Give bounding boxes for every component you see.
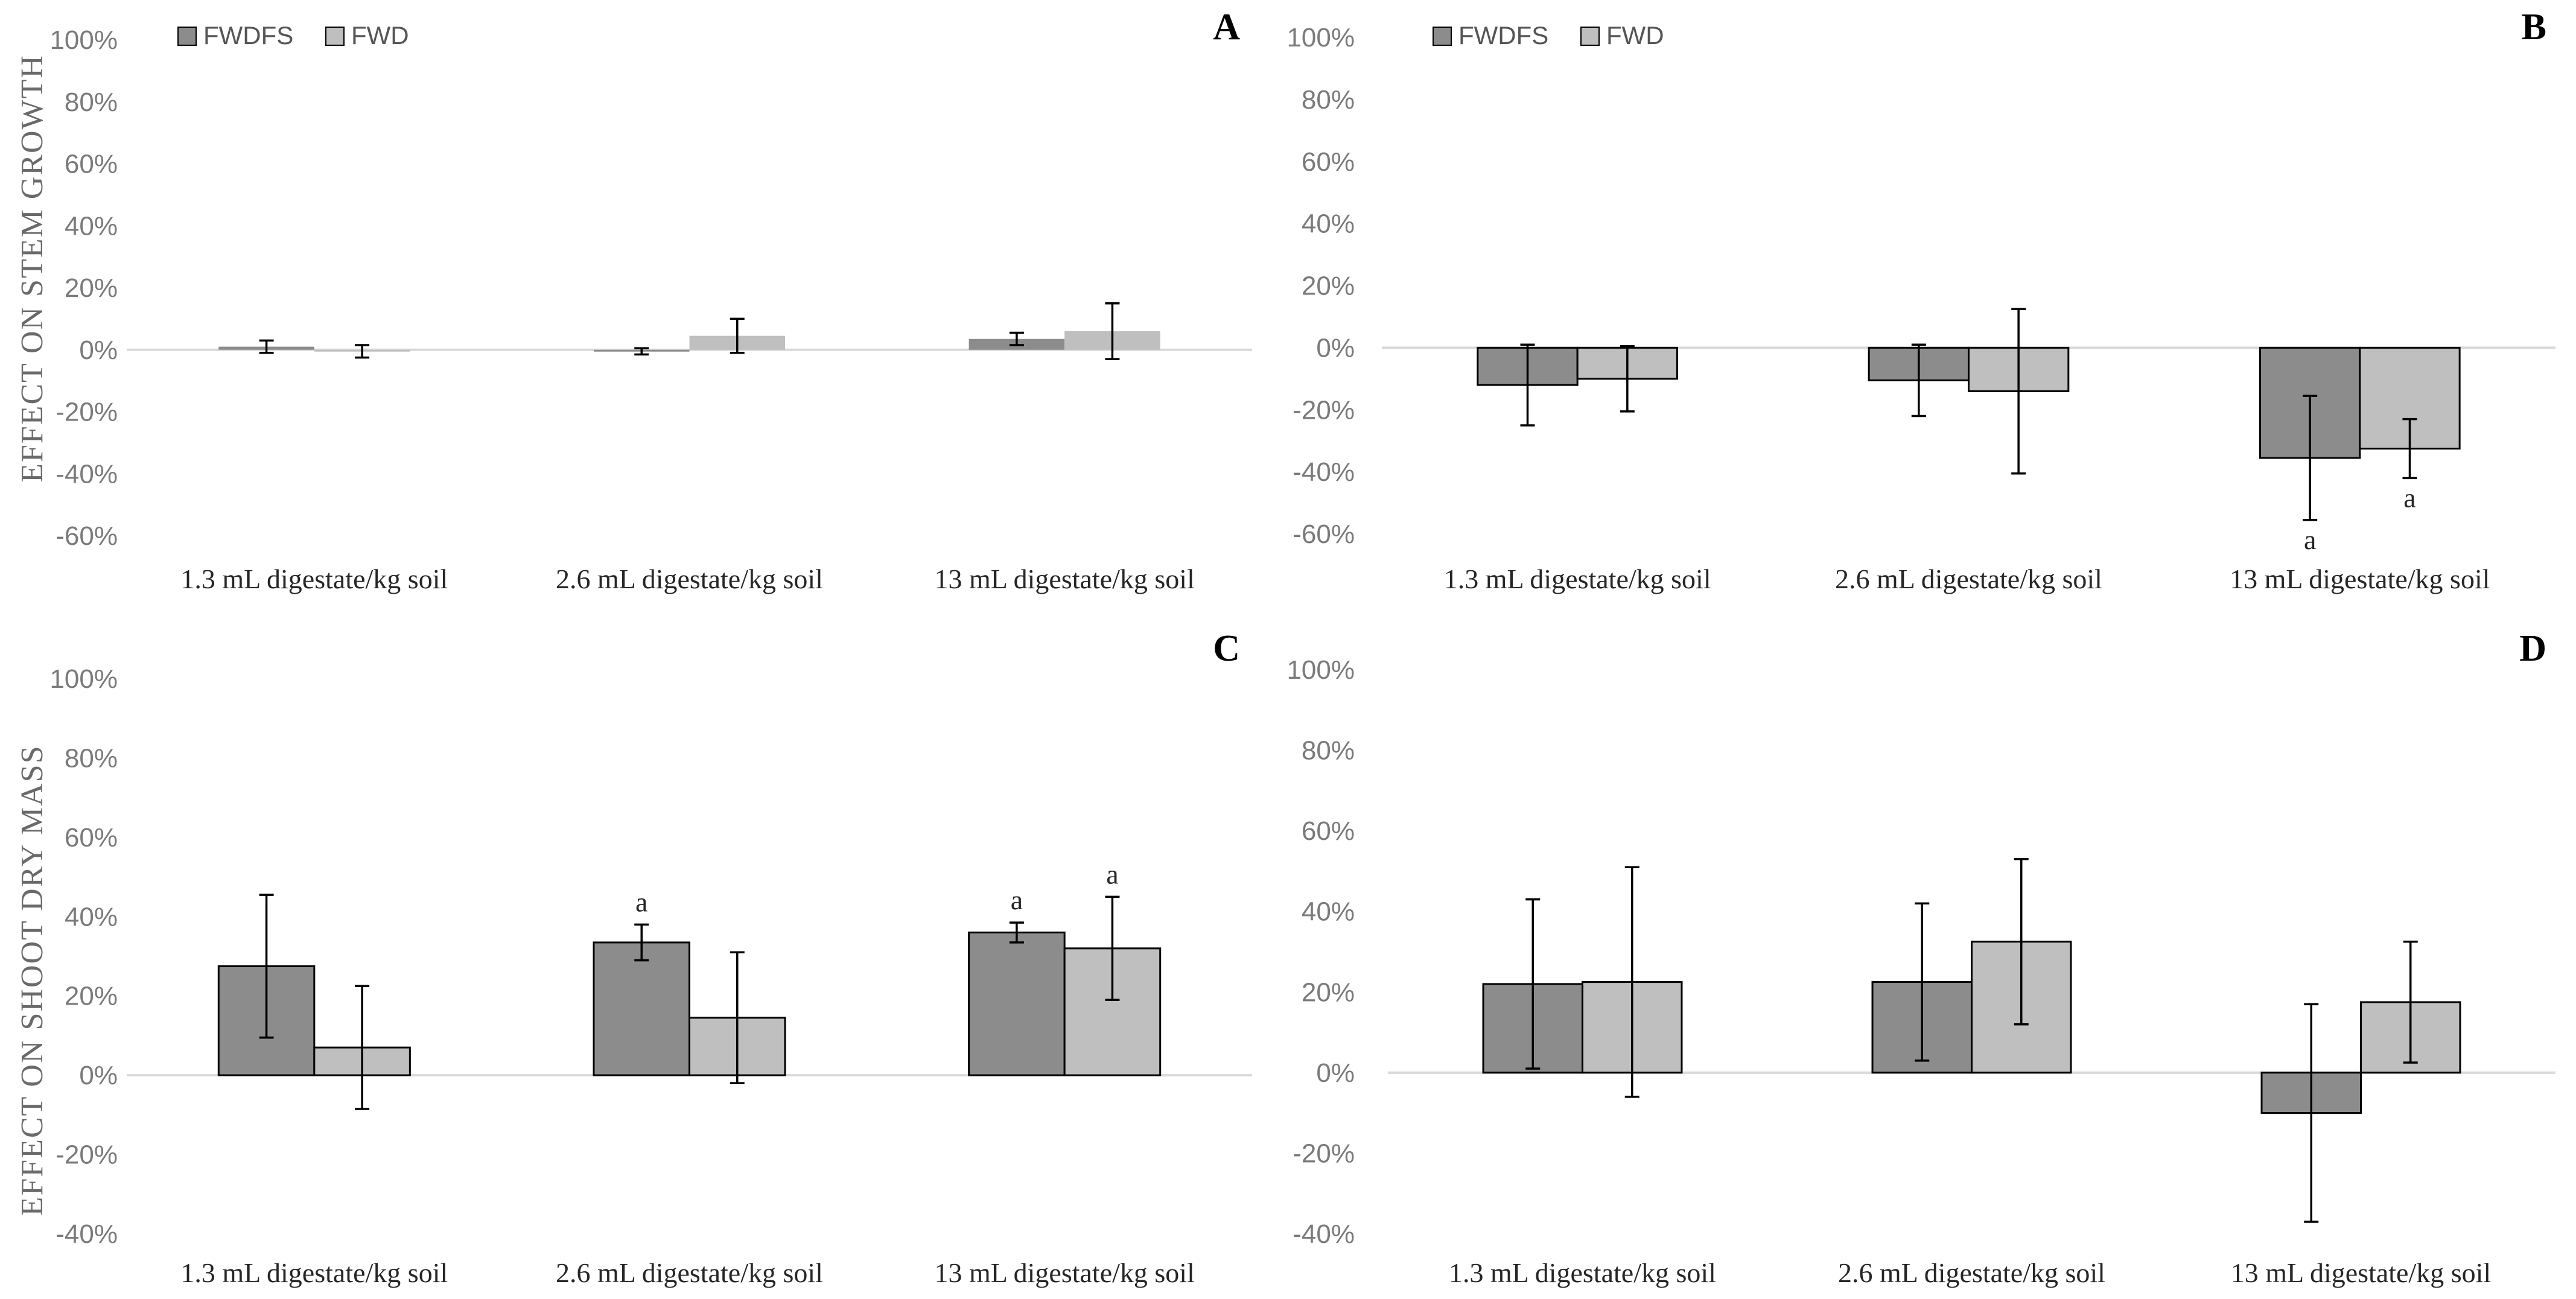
y-tick-label: 60% <box>65 823 118 853</box>
x-category-label: 13 mL digestate/kg soil <box>2231 1257 2491 1288</box>
y-tick-label: 20% <box>1302 977 1355 1007</box>
significance-label: a <box>1011 885 1023 915</box>
legend-swatch-fwd <box>325 27 345 46</box>
y-tick-label: -60% <box>56 521 118 551</box>
x-category-label: 2.6 mL digestate/kg soil <box>1835 564 2102 594</box>
y-axis-title-top: EFFECT ON STEM GROWTH <box>15 54 49 483</box>
legend-swatch-fwd <box>1580 27 1600 46</box>
x-category-label: 1.3 mL digestate/kg soil <box>1449 1257 1716 1288</box>
x-category-label: 13 mL digestate/kg soil <box>934 1257 1194 1288</box>
y-tick-label: 80% <box>1302 85 1355 115</box>
legend-swatch-fwdfs <box>177 27 197 46</box>
x-category-label: 2.6 mL digestate/kg soil <box>556 1257 823 1288</box>
x-category-label: 1.3 mL digestate/kg soil <box>1444 564 1711 594</box>
y-tick-label: -40% <box>1293 1219 1355 1249</box>
y-tick-label: -40% <box>56 459 118 489</box>
significance-label: a <box>2304 524 2316 555</box>
panel-c: 100% 80% 60% 40% 20% 0% -20% -40% 1.3 mL digesta… <box>49 628 1252 1288</box>
y-tick-label: 20% <box>65 982 118 1011</box>
legend: FWDFS FWD <box>177 21 409 49</box>
y-tick-label: 100% <box>49 25 118 55</box>
panel-label: A <box>1213 7 1240 48</box>
y-tick-label: 100% <box>1286 23 1355 52</box>
y-tick-label: 0% <box>1316 333 1355 363</box>
y-tick-label: 80% <box>65 743 118 773</box>
y-tick-label: 80% <box>1302 736 1355 766</box>
x-category-label: 1.3 mL digestate/kg soil <box>180 1257 448 1288</box>
y-tick-label: 40% <box>1302 897 1355 927</box>
legend-label: FWDFS <box>203 21 293 49</box>
x-category-label: 13 mL digestate/kg soil <box>934 564 1194 594</box>
y-axis-title-bottom: EFFECT ON SHOOT DRY MASS <box>15 745 49 1216</box>
y-tick-label: 0% <box>1316 1058 1355 1088</box>
y-tick-label: 80% <box>65 87 118 117</box>
y-tick-label: -20% <box>56 398 118 427</box>
y-tick-label: -60% <box>1293 519 1355 549</box>
y-tick-label: -20% <box>1293 1139 1355 1168</box>
y-tick-label: -40% <box>1293 457 1355 487</box>
bar-fwdfs <box>968 932 1066 1076</box>
legend: FWDFS FWD <box>1433 21 1664 49</box>
y-tick-label: 0% <box>79 1061 118 1090</box>
y-tick-label: -20% <box>1293 395 1355 425</box>
panel-label: D <box>2519 628 2546 669</box>
significance-label: a <box>635 886 647 917</box>
y-tick-label: 100% <box>1286 655 1355 685</box>
significance-label: a <box>2403 482 2415 513</box>
legend-label: FWDFS <box>1458 21 1548 49</box>
panel-label: B <box>2522 7 2546 48</box>
legend-swatch-fwdfs <box>1433 27 1452 46</box>
y-tick-label: 40% <box>65 211 118 241</box>
y-tick-label: -20% <box>56 1140 118 1170</box>
y-tick-label: 60% <box>1302 147 1355 177</box>
x-category-label: 2.6 mL digestate/kg soil <box>1838 1257 2105 1288</box>
x-category-label: 2.6 mL digestate/kg soil <box>556 564 823 594</box>
panel-b: 100% 80% 60% 40% 20% 0% -20% -40% -60% 1.3 mL dig… <box>1286 7 2555 594</box>
y-tick-label: 40% <box>65 902 118 932</box>
y-tick-label: 20% <box>1302 272 1355 301</box>
panel-a: 100% 80% 60% 40% 20% 0% -20% -40% -60% 1.3 mL dig… <box>49 7 1252 594</box>
y-tick-label: 40% <box>1302 209 1355 239</box>
y-tick-label: 0% <box>79 335 118 365</box>
panel-label: C <box>1213 628 1240 669</box>
panel-d: 100% 80% 60% 40% 20% 0% -20% -40% 1.3 mL digesta… <box>1286 628 2555 1288</box>
y-tick-label: -40% <box>56 1219 118 1249</box>
legend-label: FWD <box>1606 21 1664 49</box>
bar-fwdfs <box>593 941 690 1076</box>
y-tick-label: 20% <box>65 273 118 303</box>
legend-label: FWD <box>351 21 409 49</box>
x-category-label: 1.3 mL digestate/kg soil <box>180 564 448 594</box>
significance-label: a <box>1106 859 1118 889</box>
y-tick-label: 60% <box>65 150 118 179</box>
y-tick-label: 60% <box>1302 816 1355 846</box>
y-tick-label: 100% <box>49 664 118 694</box>
x-category-label: 13 mL digestate/kg soil <box>2230 564 2490 594</box>
